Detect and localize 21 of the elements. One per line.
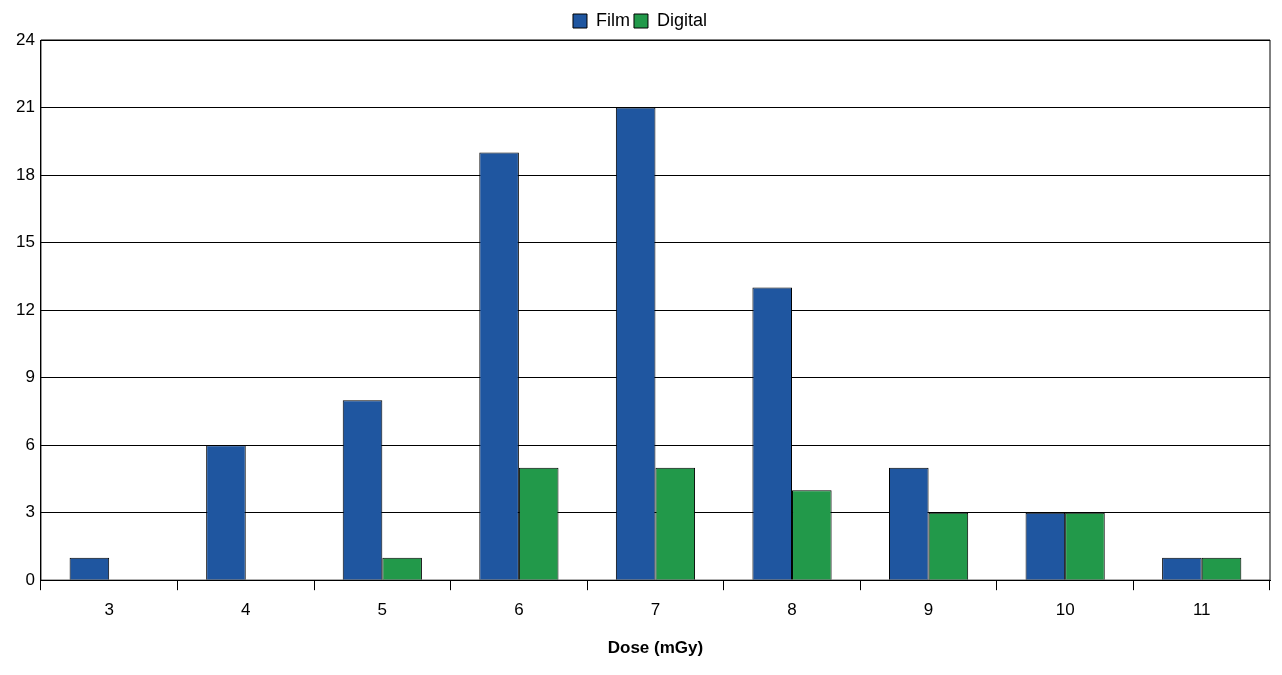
x-tick-label: 3 — [104, 600, 114, 620]
x-tick-label: 8 — [787, 600, 797, 620]
x-tick-label: 11 — [1192, 600, 1211, 620]
y-tick-label: 12 — [15, 299, 35, 319]
y-tick-label: 6 — [25, 434, 35, 454]
x-axis-title: Dose (mGy) — [607, 638, 704, 658]
x-tick-label: 7 — [650, 600, 661, 620]
y-tick-label: 9 — [25, 367, 35, 387]
x-tick-label: 4 — [241, 600, 251, 620]
legend-label: Film — [596, 9, 630, 30]
y-tick-label: 3 — [25, 502, 35, 522]
y-tick-label: 15 — [15, 232, 35, 252]
y-tick-label: 24 — [15, 29, 35, 49]
legend-label: Digital — [656, 9, 708, 30]
y-tick-label: 0 — [25, 569, 35, 589]
y-tick-label: 21 — [15, 97, 35, 117]
x-tick-label: 5 — [377, 600, 388, 620]
x-tick-label: 10 — [1055, 600, 1075, 620]
x-tick-label: 6 — [514, 600, 524, 620]
x-tick-label: 9 — [923, 600, 934, 620]
y-tick-label: 18 — [15, 164, 35, 184]
